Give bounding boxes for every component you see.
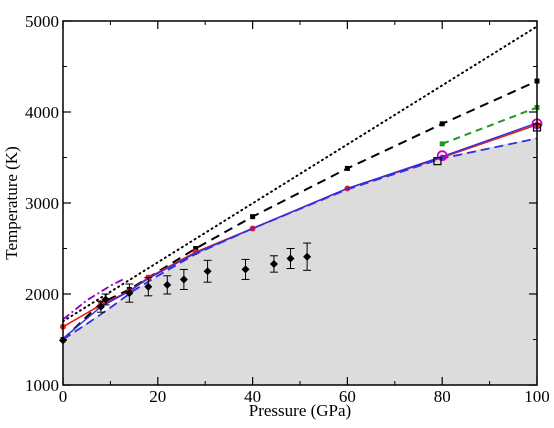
diamond-point [144, 282, 153, 291]
y-tick-label: 2000 [25, 285, 59, 304]
series-line [62, 80, 538, 341]
tick-layer: 0 20 40 60 80 100 1000 2000 3000 4000 5000 [25, 12, 550, 406]
open-circle-point [436, 150, 448, 162]
square-point [439, 121, 445, 127]
diamond-point [179, 275, 188, 284]
x-tick-label: 60 [339, 387, 356, 406]
series-6 [62, 277, 126, 321]
y-tick-label: 3000 [25, 194, 59, 213]
series-layer [59, 25, 543, 345]
series-line [441, 106, 538, 145]
diamond-point [203, 267, 212, 276]
square-point [439, 141, 445, 147]
series-line [62, 277, 126, 321]
diamond-point [286, 254, 295, 263]
diamond-point [125, 289, 134, 298]
series-9 [59, 242, 312, 345]
square-point [344, 165, 350, 171]
diamond-point [163, 280, 172, 289]
diamond-point [241, 265, 250, 274]
y-tick-label: 5000 [25, 12, 59, 31]
square-point [193, 246, 199, 251]
x-tick-label: 40 [244, 387, 261, 406]
x-tick-label: 100 [524, 387, 550, 406]
x-tick-label: 20 [149, 387, 166, 406]
diamond-point [269, 259, 278, 268]
plot-area: 0 20 40 60 80 100 1000 2000 3000 4000 5000 [25, 12, 550, 406]
diamond-point [303, 252, 312, 261]
series-5 [62, 137, 538, 341]
x-tick-label: 0 [59, 387, 68, 406]
diamond-point [101, 295, 110, 304]
shaded-region [63, 137, 537, 385]
open-square-point [433, 157, 442, 166]
series-line [62, 137, 538, 341]
series-0 [62, 25, 538, 323]
series-line [62, 25, 538, 323]
x-axis-label: Pressure (GPa) [249, 401, 351, 420]
y-tick-label: 4000 [25, 103, 59, 122]
y-tick-label: 1000 [25, 376, 59, 395]
y-axis-label: Temperature (K) [2, 146, 21, 260]
x-tick-label: 80 [434, 387, 451, 406]
square-point [250, 214, 256, 220]
